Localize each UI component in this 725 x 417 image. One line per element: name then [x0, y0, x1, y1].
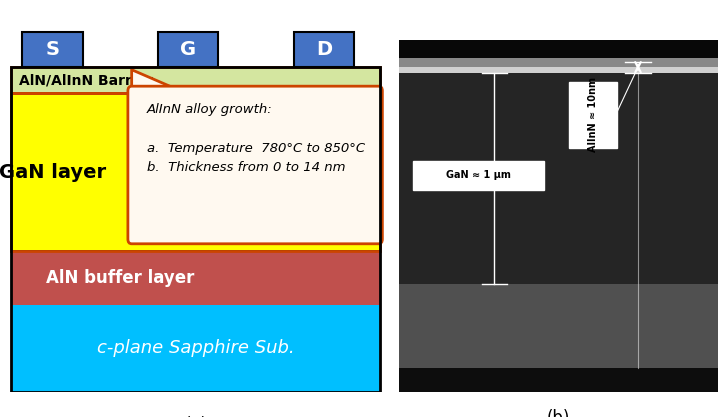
Bar	[399, 40, 718, 368]
FancyBboxPatch shape	[128, 86, 382, 244]
Bar	[399, 368, 718, 392]
Bar	[11, 93, 381, 251]
Text: AlInN alloy growth:

a.  Temperature  780°C to 850°C
b.  Thickness from 0 to 14 : AlInN alloy growth: a. Temperature 780°C…	[146, 103, 365, 174]
Text: GaN layer: GaN layer	[0, 163, 106, 181]
Bar	[399, 40, 718, 58]
Bar	[11, 251, 381, 305]
Bar	[399, 69, 718, 284]
Bar	[294, 32, 354, 68]
Text: AlN buffer layer: AlN buffer layer	[46, 269, 194, 287]
Text: (a): (a)	[184, 416, 207, 417]
Bar	[11, 68, 381, 93]
Text: GaN ≈ 1 μm: GaN ≈ 1 μm	[446, 171, 511, 181]
Bar	[11, 68, 381, 93]
Bar	[399, 284, 718, 368]
Bar	[11, 93, 381, 251]
Bar	[399, 58, 718, 67]
Bar	[399, 67, 718, 73]
Bar	[22, 32, 83, 68]
Text: c-plane Sapphire Sub.: c-plane Sapphire Sub.	[97, 339, 294, 357]
Bar	[132, 88, 181, 94]
Text: S: S	[46, 40, 59, 59]
Text: D: D	[316, 40, 332, 59]
Bar	[11, 305, 381, 392]
FancyBboxPatch shape	[413, 161, 544, 190]
Text: G: G	[180, 40, 196, 59]
Bar	[11, 92, 381, 95]
Bar	[11, 250, 381, 252]
Text: AlInN ≈ 10nm: AlInN ≈ 10nm	[589, 78, 598, 153]
Bar	[158, 32, 218, 68]
FancyBboxPatch shape	[569, 82, 617, 148]
Text: AlN/AlInN Barrier: AlN/AlInN Barrier	[19, 73, 152, 87]
Polygon shape	[132, 70, 181, 91]
Text: (b): (b)	[547, 409, 570, 417]
Bar	[11, 68, 381, 392]
